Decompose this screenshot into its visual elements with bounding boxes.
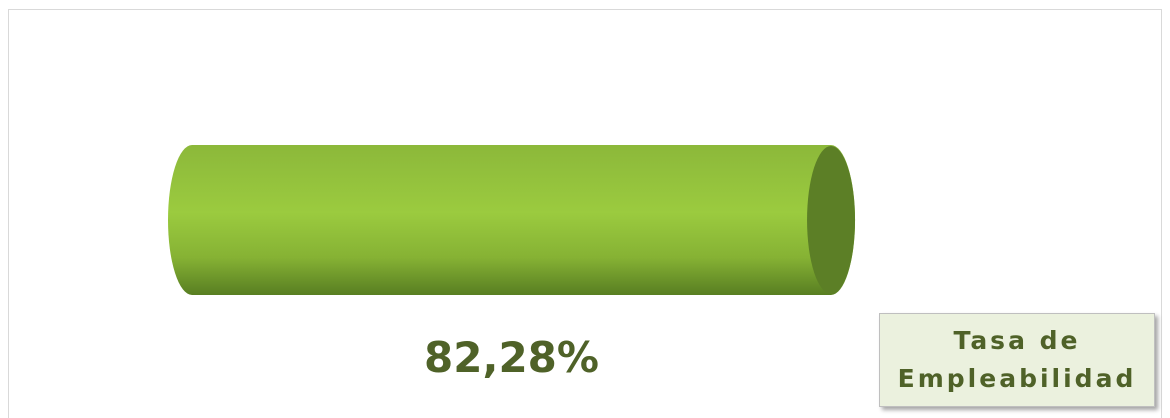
value-label: 82,28% [424, 333, 599, 382]
bar [168, 145, 856, 295]
bar-cap [807, 146, 856, 294]
legend: Tasa de Empleabilidad [879, 313, 1155, 407]
